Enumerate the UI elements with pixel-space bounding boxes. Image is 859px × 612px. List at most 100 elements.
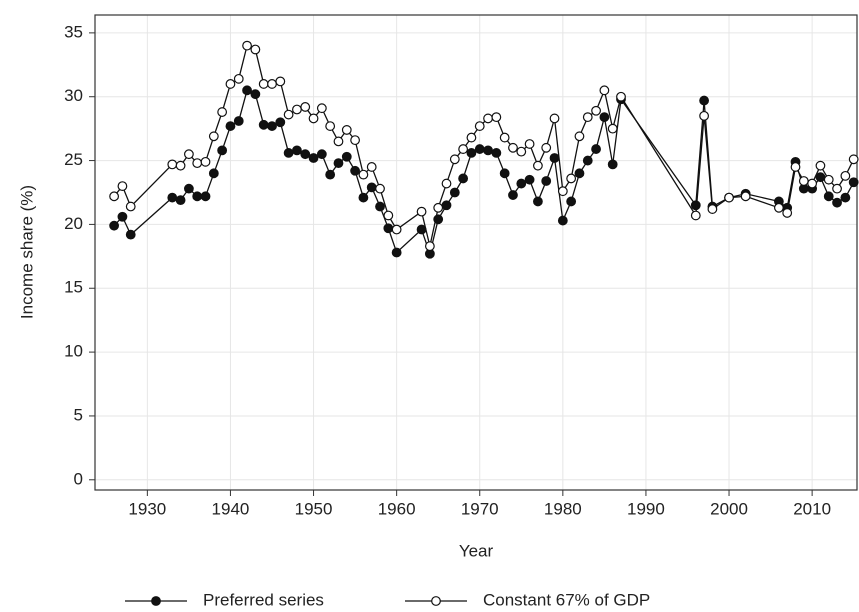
data-point — [175, 195, 186, 206]
x-axis-label: Year — [459, 541, 494, 560]
data-point — [233, 73, 244, 84]
x-tick-label: 1950 — [295, 499, 333, 518]
data-point — [466, 148, 477, 158]
data-point — [316, 149, 327, 160]
data-point — [491, 112, 502, 123]
data-point — [217, 145, 228, 156]
data-point — [441, 178, 452, 189]
y-tick-label: 10 — [64, 342, 83, 361]
data-point — [782, 208, 793, 218]
y-axis-label: Income share (%) — [17, 185, 36, 319]
x-tick-label: 2000 — [710, 499, 748, 518]
data-point — [341, 151, 352, 162]
data-point — [815, 160, 826, 171]
y-tick-label: 25 — [64, 150, 83, 169]
data-point — [823, 174, 834, 185]
data-point — [524, 174, 535, 185]
data-point — [391, 224, 402, 235]
data-point — [699, 110, 710, 121]
data-point — [499, 168, 510, 179]
data-point — [798, 176, 809, 186]
data-point — [250, 89, 261, 100]
data-point — [483, 145, 493, 156]
data-point — [208, 168, 219, 179]
data-point — [275, 76, 286, 87]
data-point — [350, 135, 360, 146]
data-point — [690, 210, 701, 221]
data-point — [242, 40, 252, 51]
y-tick-label: 30 — [64, 86, 83, 105]
data-point — [724, 192, 734, 203]
data-point — [707, 204, 718, 214]
data-point — [591, 144, 601, 154]
data-point — [524, 139, 535, 149]
data-point — [258, 79, 269, 89]
data-point — [823, 191, 834, 202]
data-point — [283, 148, 294, 158]
data-point — [375, 201, 385, 212]
data-point — [308, 153, 319, 163]
data-point — [549, 153, 560, 163]
plot-frame — [94, 14, 858, 491]
data-point — [433, 202, 444, 213]
data-point — [416, 206, 427, 217]
x-tick-label: 1960 — [378, 499, 416, 518]
data-point — [225, 79, 236, 89]
data-point — [192, 158, 203, 169]
data-point — [566, 196, 577, 207]
data-point — [217, 107, 228, 117]
data-point — [773, 202, 784, 213]
data-point — [167, 192, 178, 203]
data-point — [292, 104, 302, 115]
data-point — [549, 113, 560, 124]
data-point — [566, 173, 577, 184]
data-point — [341, 125, 352, 135]
data-point — [591, 105, 601, 116]
data-point — [175, 160, 186, 171]
data-point — [483, 113, 493, 124]
data-point — [441, 200, 452, 211]
data-point — [225, 121, 236, 131]
data-point — [117, 181, 128, 192]
y-tick-label: 0 — [74, 469, 83, 488]
data-point — [607, 159, 618, 170]
x-tick-label: 2010 — [793, 499, 831, 518]
data-point — [815, 172, 826, 183]
data-point — [458, 173, 469, 184]
data-point — [350, 165, 360, 176]
data-point — [325, 121, 336, 131]
data-point — [607, 123, 618, 134]
legend-label: Preferred series — [203, 590, 324, 609]
data-point — [699, 95, 710, 106]
data-point — [375, 183, 385, 194]
data-point — [582, 112, 593, 123]
data-point — [807, 178, 818, 189]
data-point — [557, 215, 568, 226]
x-tick-label: 1980 — [544, 499, 582, 518]
data-point — [840, 192, 851, 203]
data-point — [508, 142, 518, 153]
data-point — [383, 210, 394, 221]
y-tick-label: 5 — [74, 405, 83, 424]
data-point — [358, 169, 369, 180]
data-point — [832, 183, 842, 194]
y-tick-label: 20 — [64, 214, 83, 233]
data-point — [300, 102, 311, 112]
data-point — [474, 144, 485, 154]
data-point — [391, 247, 402, 258]
data-point — [300, 149, 311, 160]
data-point — [267, 79, 277, 89]
legend-label: Constant 67% of GDP — [483, 590, 650, 609]
data-point — [109, 220, 120, 231]
data-point — [466, 132, 477, 143]
data-point — [541, 142, 552, 153]
data-point — [499, 132, 510, 143]
plot-area — [95, 15, 857, 490]
data-point — [167, 159, 178, 170]
data-point — [383, 223, 394, 234]
data-point — [848, 177, 859, 188]
data-point — [533, 160, 543, 171]
data-point — [200, 156, 211, 167]
data-point — [200, 191, 211, 202]
